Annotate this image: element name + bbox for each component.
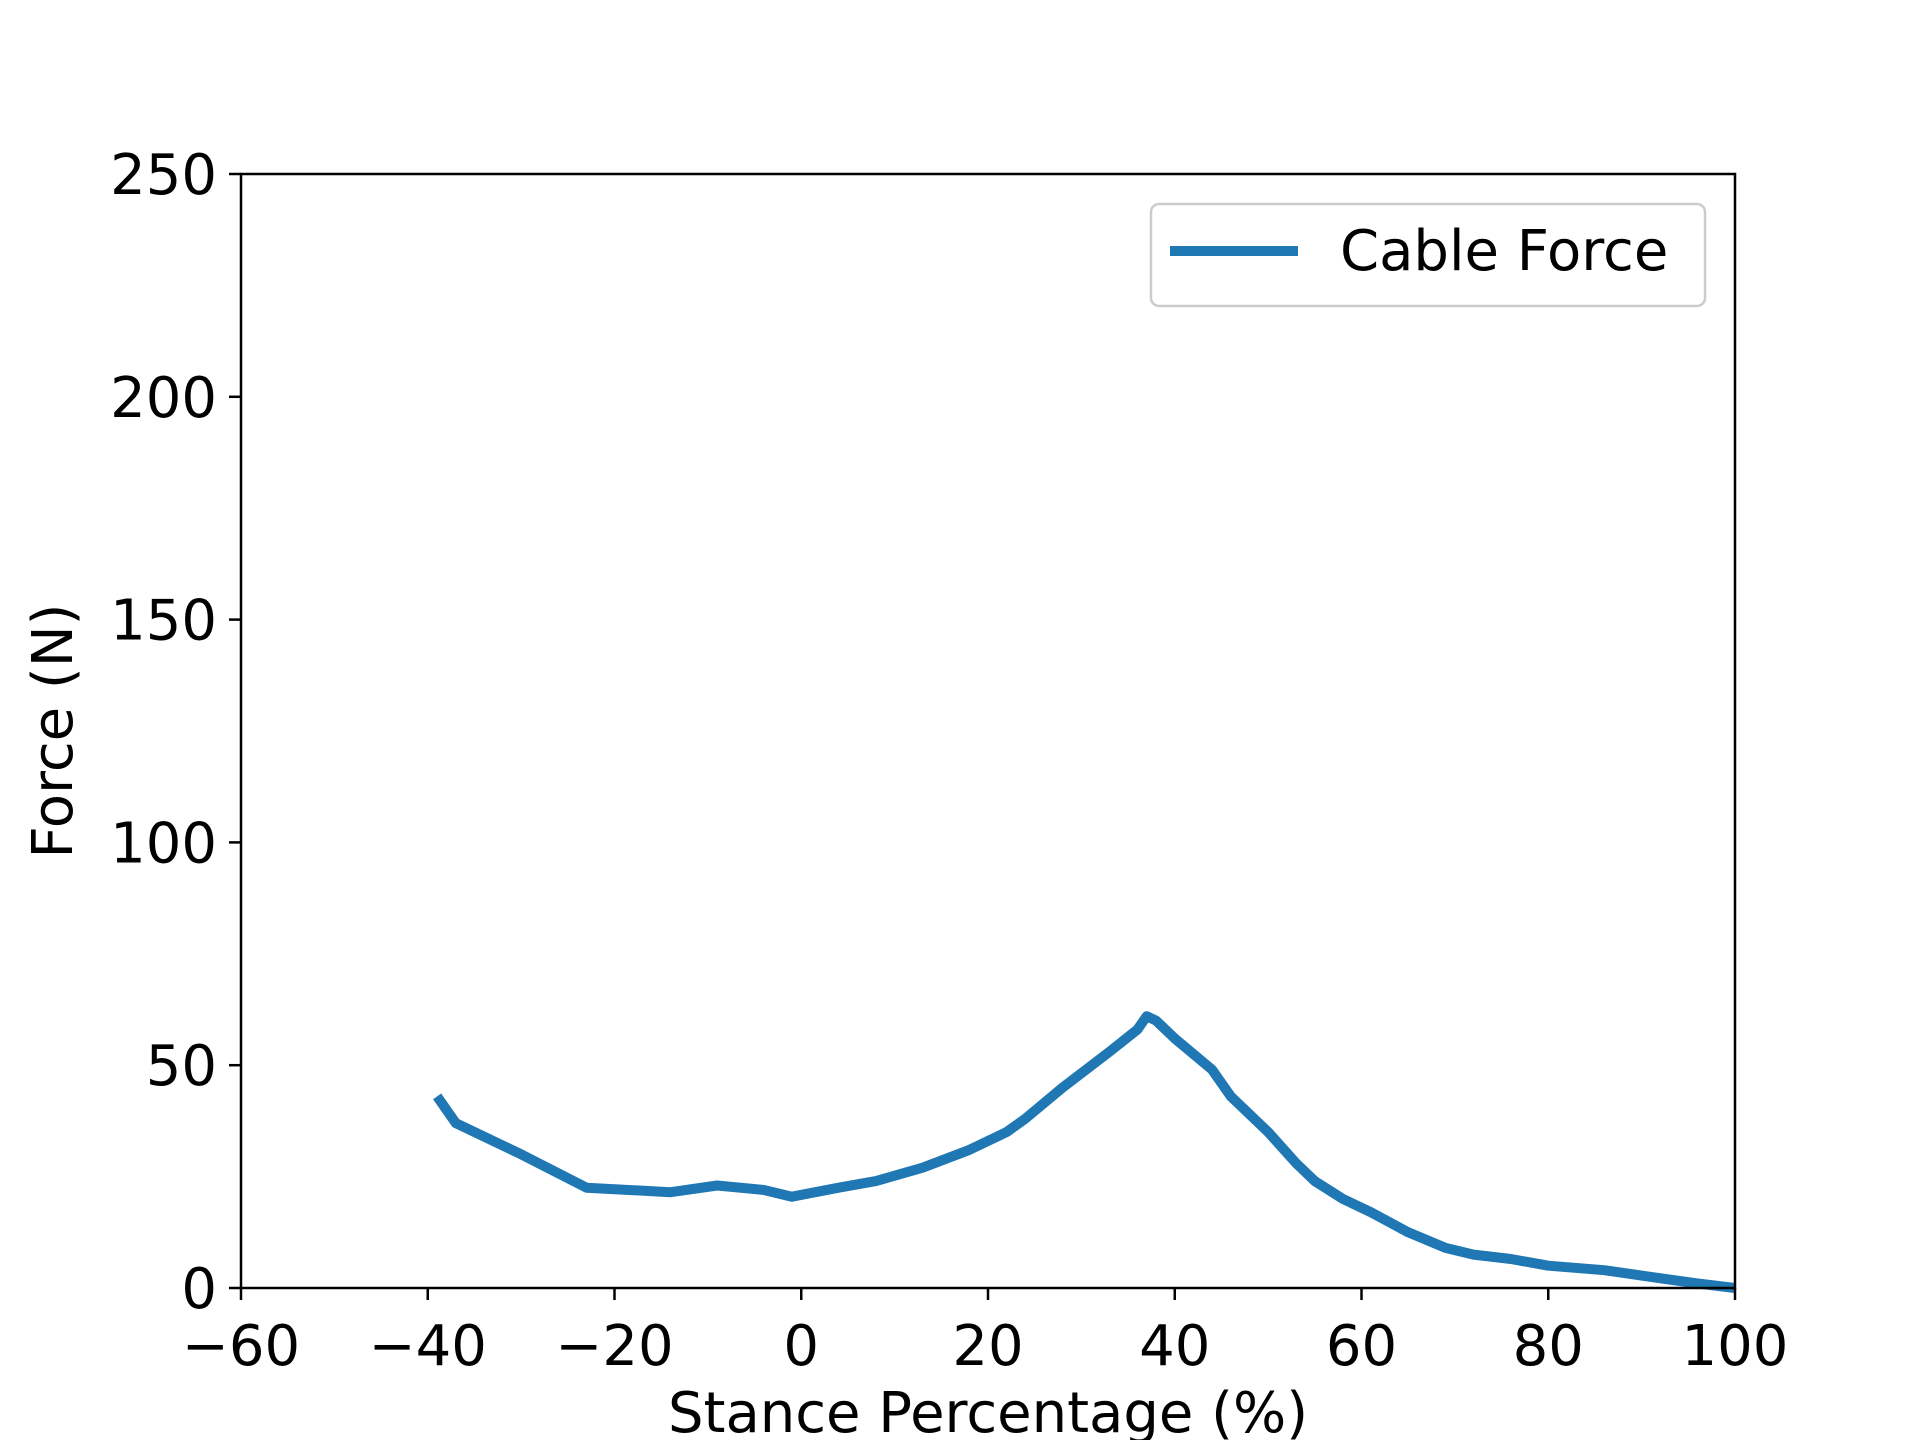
legend-label: Cable Force: [1340, 219, 1668, 284]
x-tick-label: 0: [783, 1314, 819, 1379]
x-tick-label: 40: [1139, 1314, 1210, 1379]
y-tick-label: 100: [110, 811, 217, 876]
x-tick-label: 80: [1513, 1314, 1584, 1379]
legend-box: [1149, 202, 1707, 308]
y-tick-label: 250: [110, 143, 217, 208]
x-tick-label: 100: [1682, 1314, 1789, 1379]
y-axis-label: Force (N): [21, 604, 86, 859]
y-axis-ticks: 0 50 100 150 200 250: [110, 143, 241, 1322]
y-tick-label: 200: [110, 366, 217, 431]
x-axis-label: Stance Percentage (%): [668, 1381, 1308, 1440]
legend: Cable Force: [1149, 202, 1707, 308]
x-tick-label: 20: [952, 1314, 1023, 1379]
y-tick-label: 0: [181, 1257, 217, 1322]
x-tick-label: 60: [1326, 1314, 1397, 1379]
x-tick-label: −20: [555, 1314, 673, 1379]
series-line-cable-force: [433, 1011, 1736, 1293]
series-layer: [433, 1011, 1736, 1293]
x-axis-ticks: −60 −40 −20 0 20 40 60 80 100: [182, 1288, 1789, 1379]
x-tick-label: −40: [369, 1314, 487, 1379]
x-tick-label: −60: [182, 1314, 300, 1379]
y-tick-label: 50: [146, 1034, 217, 1099]
y-tick-label: 150: [110, 589, 217, 654]
